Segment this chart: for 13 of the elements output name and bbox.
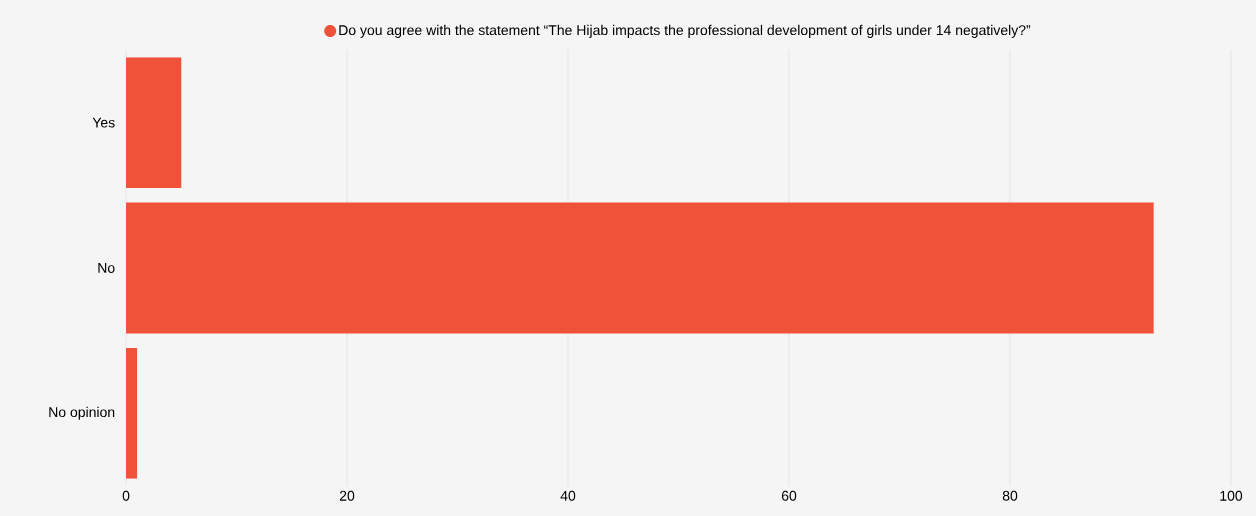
bar: [126, 57, 182, 189]
x-tick-label: 20: [339, 490, 355, 501]
bar: [126, 347, 138, 479]
legend-label: Do you agree with the statement “The Hijab impacts the professional development of girls under 14 negatively?”: [339, 24, 1031, 38]
y-tick-label: Yes: [92, 117, 115, 128]
x-tick-label: 0: [122, 490, 130, 501]
bar: [126, 202, 1154, 334]
x-tick-label: 40: [560, 490, 576, 501]
x-tick-label: 60: [781, 490, 797, 501]
y-tick-label: No opinion: [49, 406, 115, 420]
y-tick-label: No: [98, 263, 115, 273]
x-tick-label: 80: [1002, 490, 1018, 501]
x-tick-label: 100: [1220, 490, 1243, 501]
